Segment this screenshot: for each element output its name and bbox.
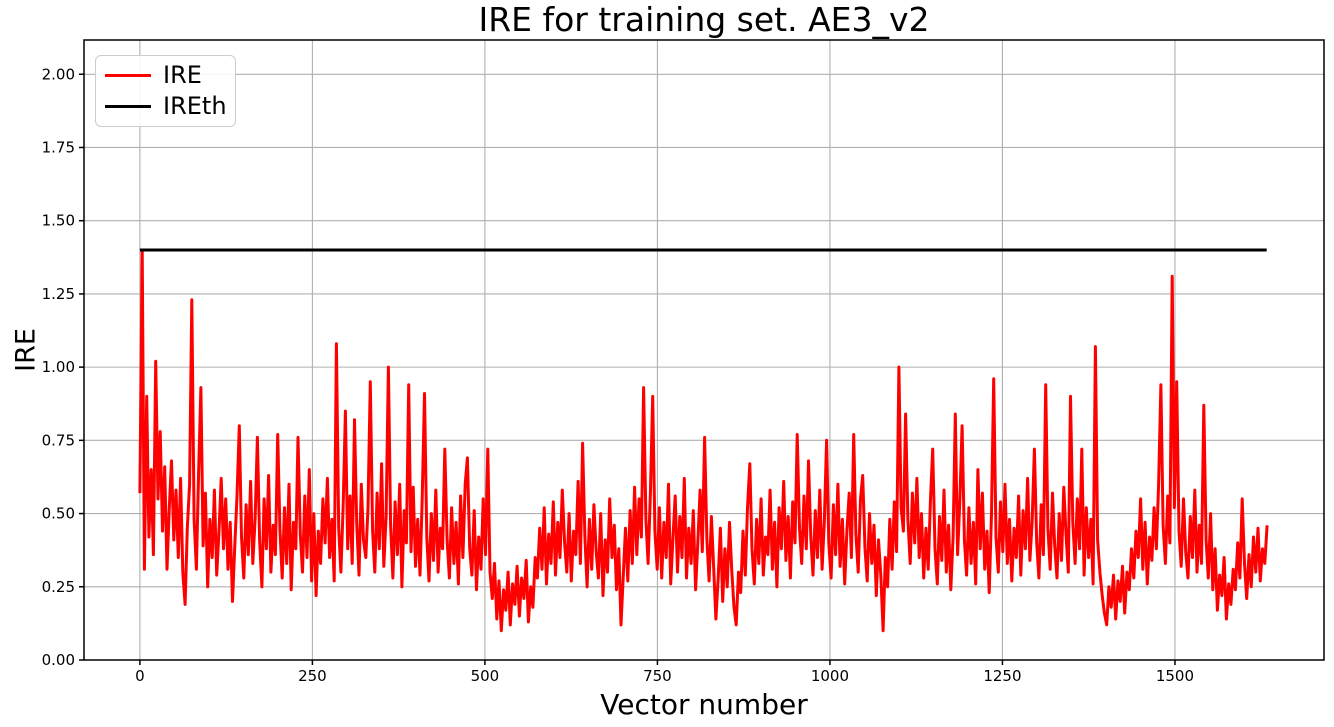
legend-label-ireth: IREth bbox=[163, 92, 227, 120]
y-tick-label: 0.25 bbox=[42, 578, 75, 596]
y-tick-label: 1.25 bbox=[42, 285, 75, 303]
y-tick-label: 2.00 bbox=[42, 65, 75, 83]
chart-title: IRE for training set. AE3_v2 bbox=[478, 0, 930, 39]
x-tick-label: 1000 bbox=[811, 667, 849, 685]
legend-label-ire: IRE bbox=[163, 61, 202, 89]
x-tick-label: 750 bbox=[643, 667, 672, 685]
y-tick-label: 0.75 bbox=[42, 431, 75, 449]
y-tick-label: 0.50 bbox=[42, 505, 75, 523]
legend-entry-ireth: IREth bbox=[105, 91, 235, 122]
x-tick-label: 1250 bbox=[983, 667, 1021, 685]
legend-entry-ire: IRE bbox=[105, 60, 235, 91]
x-tick-label: 1500 bbox=[1156, 667, 1194, 685]
legend: IRE IREth bbox=[95, 55, 236, 127]
x-tick-label: 500 bbox=[471, 667, 500, 685]
y-tick-label: 0.00 bbox=[42, 651, 75, 669]
ire-line-sample bbox=[105, 74, 151, 77]
x-tick-label: 250 bbox=[298, 667, 327, 685]
x-tick-label: 0 bbox=[135, 667, 145, 685]
x-axis-label: Vector number bbox=[600, 688, 808, 721]
ireth-line-sample bbox=[105, 105, 151, 108]
y-axis-label: IRE bbox=[10, 328, 42, 372]
y-tick-label: 1.50 bbox=[42, 212, 75, 230]
y-tick-label: 1.75 bbox=[42, 138, 75, 156]
y-tick-label: 1.00 bbox=[42, 358, 75, 376]
